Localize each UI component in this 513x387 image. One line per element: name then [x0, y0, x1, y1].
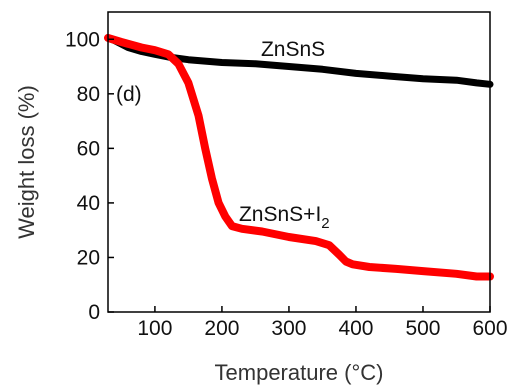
x-axis-title: Temperature (°C) [215, 360, 384, 385]
y-tick-label: 80 [77, 83, 100, 106]
y-tick-label: 60 [77, 137, 100, 160]
tick-layer: 100 200 300 400 500 600 0 20 40 60 80 100 [65, 28, 508, 340]
annotation-znsns-text: ZnSnS [261, 38, 325, 61]
plot-frame [107, 11, 491, 313]
panel-label: (d) [116, 83, 142, 106]
x-tick-label: 300 [271, 317, 306, 340]
annotation-znsns-i2: ZnSnS+I2 [239, 203, 330, 232]
x-tick-label: 400 [338, 317, 373, 340]
y-tick-label: 0 [88, 301, 100, 324]
x-tick-label: 100 [137, 317, 172, 340]
series-line-znsns-i2 [104, 33, 494, 281]
annotation-znsns: ZnSnS [261, 38, 325, 61]
y-axis-title: Weight loss (%) [14, 85, 39, 239]
annotation-subscript: 2 [321, 215, 329, 232]
y-tick-label: 100 [65, 28, 100, 51]
x-tick-label: 600 [472, 317, 507, 340]
annotation-znsns-i2-text: ZnSnS+I [239, 203, 321, 226]
y-tick-label: 40 [77, 192, 100, 215]
series-layer [104, 33, 494, 281]
x-tick-label: 500 [405, 317, 440, 340]
x-tick-label: 200 [204, 317, 239, 340]
y-tick-label: 20 [77, 246, 100, 269]
